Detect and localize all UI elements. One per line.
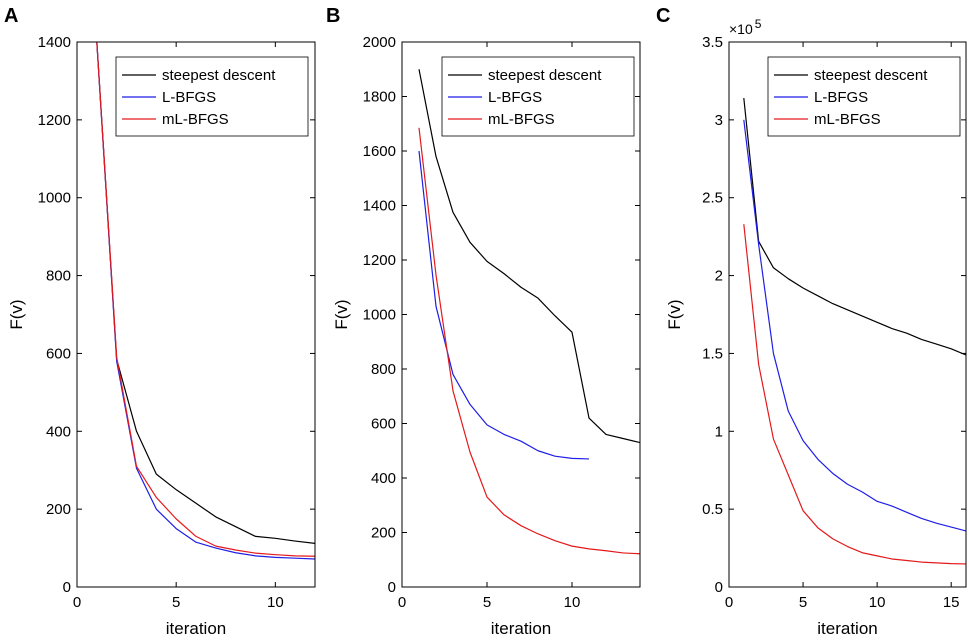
y-tick-label: 600 [46, 345, 71, 362]
series-line-steepest-descent [96, 42, 315, 544]
axes-box [76, 41, 316, 588]
x-tick-label: 15 [943, 594, 960, 611]
legend-entry: steepest descent [814, 67, 928, 84]
y-tick-label: 1800 [363, 89, 396, 106]
x-tick-label: 10 [869, 594, 886, 611]
y-tick-label: 3 [715, 112, 723, 129]
legend-entry: mL-BFGS [488, 111, 555, 128]
y-tick-label: 2.5 [702, 190, 723, 207]
y-tick-label: 400 [371, 470, 396, 487]
x-tick-label: 5 [172, 594, 180, 611]
y-tick-label: 200 [46, 501, 71, 518]
x-tick-label: 5 [799, 594, 807, 611]
legend-entry: mL-BFGS [814, 111, 881, 128]
legend: steepest descent L-BFGS mL-BFGS [767, 56, 961, 137]
series-line-ml-bfgs [96, 42, 315, 557]
exponent-base: ×10 [729, 21, 753, 37]
x-tick-label: 0 [725, 594, 733, 611]
panel-letter: C [656, 5, 670, 27]
axes-box [728, 41, 967, 588]
y-tick-label: 1.5 [702, 345, 723, 362]
exponent-power: 5 [755, 17, 762, 31]
y-tick-label: 1200 [38, 112, 71, 129]
y-exponent-label: ×10 5 [729, 17, 762, 37]
x-axis-label: iteration [817, 619, 877, 638]
legend-entry: L-BFGS [162, 89, 216, 106]
x-axis-label: iteration [166, 619, 226, 638]
x-tick-label: 5 [483, 594, 491, 611]
series-line-l-bfgs [743, 119, 966, 532]
series-line-steepest-descent [418, 69, 640, 444]
y-tick-label: 1200 [363, 252, 396, 269]
y-axis-label: F(v) [7, 299, 26, 329]
series-line-l-bfgs [418, 150, 590, 460]
series-group [743, 97, 966, 565]
x-tick-label: 0 [398, 594, 406, 611]
y-tick-label: 1000 [38, 190, 71, 207]
series-group [418, 69, 640, 555]
y-tick-label: 0 [715, 579, 723, 596]
y-tick-label: 0.5 [702, 501, 723, 518]
y-tick-label: 400 [46, 423, 71, 440]
series-line-steepest-descent [743, 97, 966, 356]
x-tick-label: 0 [73, 594, 81, 611]
series-line-ml-bfgs [743, 224, 966, 565]
y-tick-label: 2000 [363, 34, 396, 51]
y-axis-label: F(v) [665, 299, 684, 329]
y-tick-label: 2 [715, 268, 723, 285]
legend-entry: steepest descent [162, 67, 276, 84]
series-group [96, 42, 315, 560]
y-tick-label: 800 [46, 268, 71, 285]
y-tick-label: 600 [371, 416, 396, 433]
y-axis-label: F(v) [332, 299, 351, 329]
y-tick-label: 0 [388, 579, 396, 596]
legend-entry: L-BFGS [814, 89, 868, 106]
legend-entry: mL-BFGS [162, 111, 229, 128]
legend-entry: L-BFGS [488, 89, 542, 106]
legend-entry: steepest descent [488, 67, 602, 84]
panel-letter: B [326, 5, 340, 27]
y-tick-label: 3.5 [702, 34, 723, 51]
panel-b: 0 5 10 0 200 400 600 800 1000 1200 1400 1600 1800 200… [326, 5, 641, 638]
y-tick-label: 1400 [363, 198, 396, 215]
legend: steepest descent L-BFGS mL-BFGS [115, 56, 309, 137]
y-tick-label: 1400 [38, 34, 71, 51]
y-tick-label: 800 [371, 361, 396, 378]
series-line-ml-bfgs [418, 127, 640, 555]
y-tick-label: 200 [371, 525, 396, 542]
x-tick-label: 10 [267, 594, 284, 611]
panel-letter: A [4, 5, 18, 27]
legend: steepest descent L-BFGS mL-BFGS [441, 56, 635, 137]
panel-a: 0 5 10 0 200 400 600 800 1000 1200 1400 iteration F(… [4, 5, 316, 638]
x-axis-label: iteration [491, 619, 551, 638]
y-tick-label: 1000 [363, 307, 396, 324]
x-tick-label: 10 [564, 594, 581, 611]
y-tick-label: 0 [63, 579, 71, 596]
y-tick-label: 1 [715, 423, 723, 440]
y-tick-label: 1600 [363, 143, 396, 160]
